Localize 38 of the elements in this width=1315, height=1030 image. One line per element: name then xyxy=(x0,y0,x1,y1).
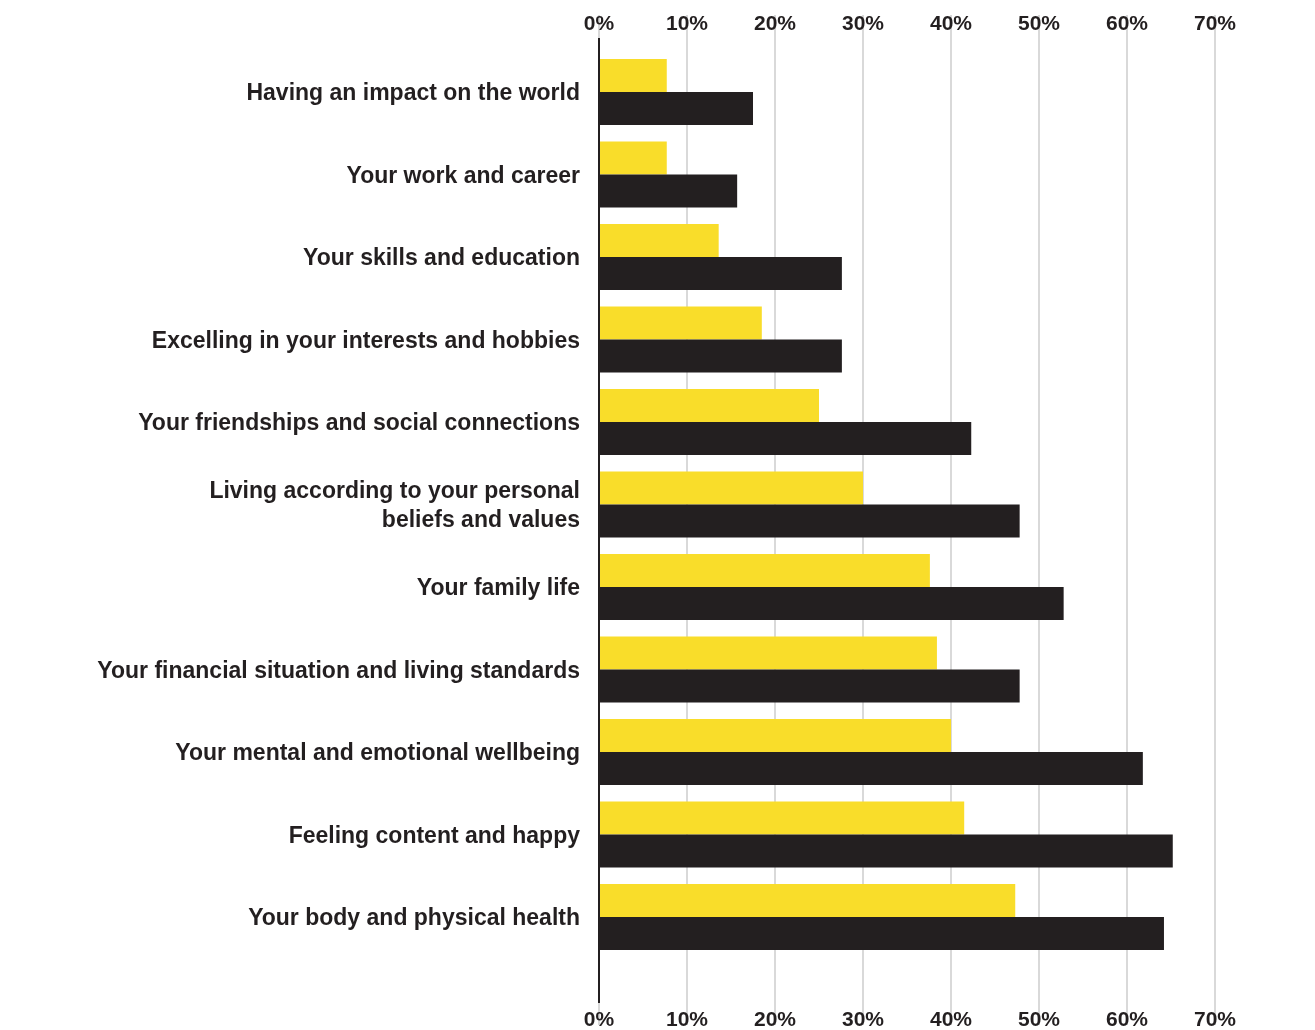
x2-tick-label: 60% xyxy=(1105,1007,1149,1030)
y-tick-label: Your financial situation and living standards xyxy=(97,656,580,683)
bar xyxy=(599,554,930,587)
y-tick-label: Your friendships and social connections xyxy=(138,409,580,435)
y-tick-label: Your body and physical health xyxy=(248,904,580,930)
bar xyxy=(599,224,719,257)
x2-tick-label: 70% xyxy=(1193,1007,1237,1030)
x2-tick-label: 0% xyxy=(583,1007,615,1030)
x-tick-label: 10% xyxy=(665,11,709,34)
y-tick-label: Your family life xyxy=(416,574,580,600)
x-tick-label: 60% xyxy=(1105,11,1149,34)
bar xyxy=(599,389,819,422)
bar xyxy=(599,636,937,670)
y-tick-label: Feeling content and happy xyxy=(288,821,581,848)
y-tick-label: Your work and career xyxy=(346,161,581,188)
bar xyxy=(599,719,951,752)
x2-tick-label: 50% xyxy=(1017,1007,1061,1030)
x2-tick-label: 10% xyxy=(665,1007,709,1030)
x-tick-label: 20% xyxy=(753,11,797,34)
x2-tick-label: 30% xyxy=(841,1007,885,1030)
y-tick-label: Your mental and emotional wellbeing xyxy=(175,739,580,765)
bar xyxy=(599,141,667,175)
bar xyxy=(599,306,762,340)
bar xyxy=(599,59,667,92)
x-tick-label: 40% xyxy=(929,11,973,34)
y-tick-label: Living according to your personal beliefs and values xyxy=(209,477,580,532)
x2-tick-label: 20% xyxy=(753,1007,797,1030)
bar xyxy=(599,801,965,835)
x-tick-label: 30% xyxy=(841,11,885,34)
bar xyxy=(599,471,863,505)
y-tick-label: Excelling in your interests and hobbies xyxy=(151,326,580,353)
x-tick-label: 70% xyxy=(1193,11,1237,34)
x-tick-label: 0% xyxy=(583,11,615,34)
y-tick-label: Having an impact on the world xyxy=(246,79,580,105)
y-tick-label: Your skills and education xyxy=(303,244,580,270)
x2-tick-label: 40% xyxy=(929,1007,973,1030)
bar xyxy=(599,884,1016,917)
x-tick-label: 50% xyxy=(1017,11,1061,34)
